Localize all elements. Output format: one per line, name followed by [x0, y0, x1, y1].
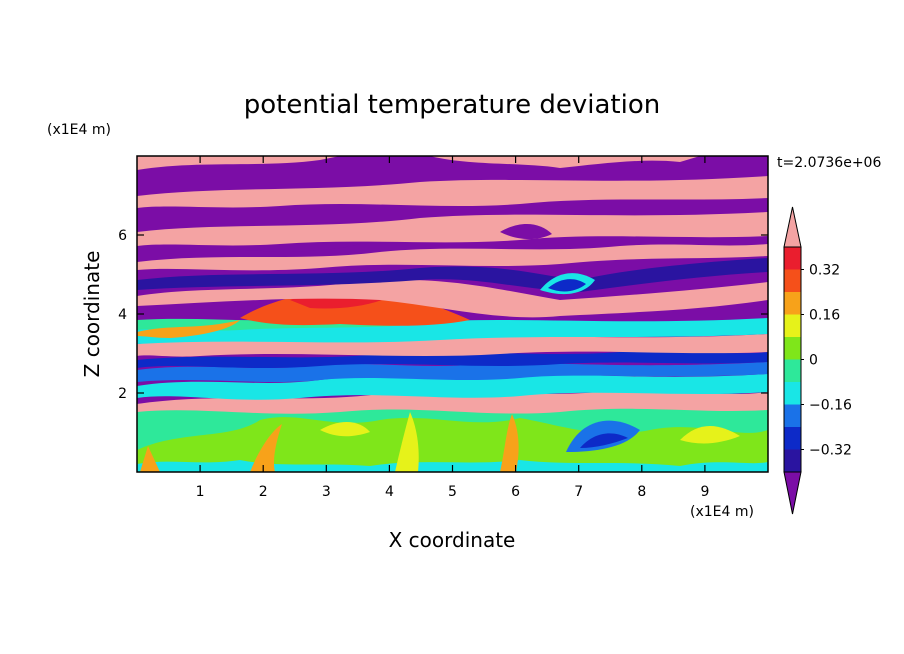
colorbar-band — [784, 292, 801, 315]
x-tick-label: 5 — [448, 484, 457, 500]
contour-field — [137, 156, 768, 472]
colorbar-tick-label: −0.32 — [809, 443, 852, 459]
colorbar-extend-min — [783, 471, 802, 515]
x-tick-label: 2 — [259, 484, 268, 500]
time-label: t=2.0736e+06 — [777, 155, 881, 171]
chart-title: potential temperature deviation — [244, 90, 660, 120]
colorbar-band — [784, 427, 801, 450]
x-tick-label: 8 — [637, 484, 646, 500]
x-unit-label: (x1E4 m) — [690, 504, 754, 520]
colorbar-tick-label: −0.16 — [809, 398, 852, 414]
x-tick-label: 7 — [574, 484, 583, 500]
colorbar-band — [784, 247, 801, 270]
colorbar-band — [784, 314, 801, 337]
x-tick-label: 1 — [196, 484, 205, 500]
colorbar-tick-label: 0.16 — [809, 308, 840, 324]
colorbar-band — [784, 359, 801, 382]
x-tick-label: 4 — [385, 484, 394, 500]
y-axis-label: Z coordinate — [80, 251, 104, 378]
colorbar-band — [784, 404, 801, 427]
x-tick-label: 3 — [322, 484, 331, 500]
y-unit-label: (x1E4 m) — [47, 122, 111, 138]
y-tick-label: 6 — [118, 228, 127, 244]
colorbar-band — [784, 269, 801, 292]
y-tick-label: 2 — [118, 386, 127, 402]
y-axis-ticks: 2 4 6 — [118, 228, 768, 402]
colorbar-tick-label: 0.32 — [809, 263, 840, 279]
x-tick-label: 9 — [700, 484, 709, 500]
x-tick-label: 6 — [511, 484, 520, 500]
colorbar-band — [784, 449, 801, 472]
colorbar-extend-max — [783, 206, 802, 248]
x-axis-ticks: 1 2 3 4 5 6 7 8 9 — [196, 156, 709, 500]
y-tick-label: 4 — [118, 307, 127, 323]
colorbar-tick-label: 0 — [809, 353, 818, 369]
x-axis-label: X coordinate — [389, 528, 516, 552]
colorbar: 0.32 0.16 0 −0.16 −0.32 — [783, 206, 852, 515]
colorbar-band — [784, 382, 801, 405]
colorbar-band — [784, 337, 801, 360]
